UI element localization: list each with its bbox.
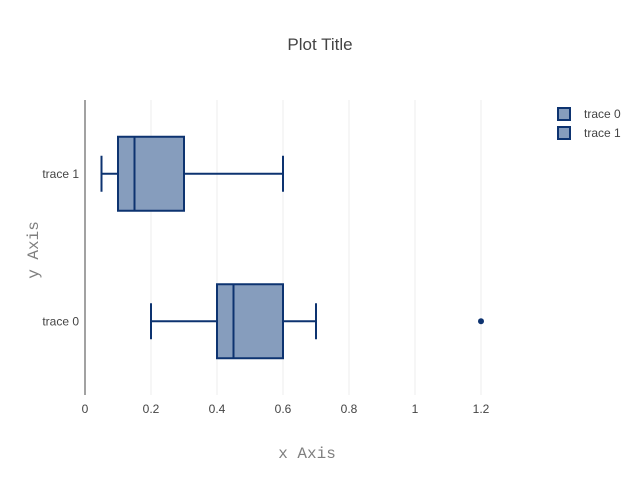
- x-tick-label: 0.4: [209, 402, 226, 416]
- x-tick-label: 0.6: [275, 402, 292, 416]
- boxes: [100, 135, 484, 360]
- legend-label: trace 0: [584, 107, 621, 121]
- legend-item-trace-1[interactable]: trace 1: [557, 126, 621, 140]
- chart-title: Plot Title: [287, 35, 352, 54]
- x-tick-label: 1: [412, 402, 419, 416]
- x-tick-label: 0.2: [143, 402, 160, 416]
- box-trace-1: [100, 135, 284, 212]
- box-trace-0: [150, 283, 484, 360]
- iqr-box[interactable]: [117, 135, 185, 212]
- legend-swatch: [557, 126, 571, 140]
- x-tick-label: 0.8: [341, 402, 358, 416]
- legend-swatch: [557, 107, 571, 121]
- y-axis-title: y Axis: [25, 221, 43, 279]
- tick-labels: 0 0.2 0.4 0.6 0.8 1 1.2 trace 0 trace 1: [42, 167, 489, 416]
- y-tick-label: trace 1: [42, 167, 79, 181]
- x-tick-label: 1.2: [473, 402, 490, 416]
- outlier-point[interactable]: [478, 318, 484, 325]
- legend-label: trace 1: [584, 126, 621, 140]
- iqr-box[interactable]: [216, 283, 284, 360]
- x-tick-label: 0: [82, 402, 89, 416]
- grid-lines: [150, 100, 482, 395]
- legend: trace 0 trace 1: [557, 107, 621, 140]
- legend-item-trace-0[interactable]: trace 0: [557, 107, 621, 121]
- y-tick-label: trace 0: [42, 314, 79, 328]
- x-axis-title: x Axis: [278, 445, 336, 463]
